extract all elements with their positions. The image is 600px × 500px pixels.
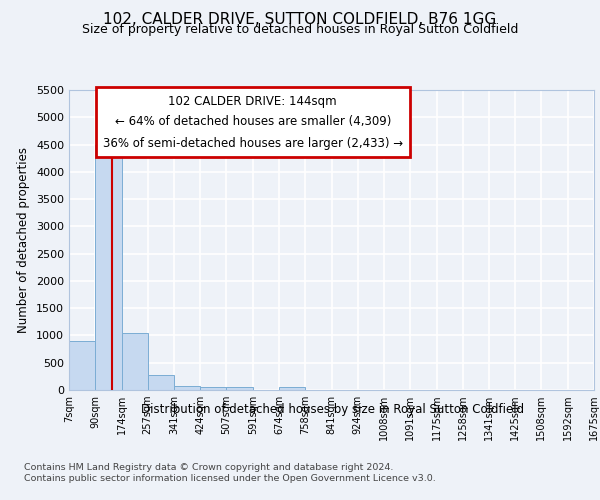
Text: Contains HM Land Registry data © Crown copyright and database right 2024.: Contains HM Land Registry data © Crown c… bbox=[24, 462, 394, 471]
Bar bbox=[226, 388, 253, 390]
Text: Size of property relative to detached houses in Royal Sutton Coldfield: Size of property relative to detached ho… bbox=[82, 22, 518, 36]
Bar bbox=[279, 386, 305, 390]
Text: Contains public sector information licensed under the Open Government Licence v3: Contains public sector information licen… bbox=[24, 474, 436, 483]
Bar bbox=[69, 341, 95, 390]
Bar bbox=[200, 387, 226, 390]
Bar bbox=[148, 374, 174, 390]
Bar bbox=[95, 144, 122, 390]
Bar bbox=[174, 386, 200, 390]
Y-axis label: Number of detached properties: Number of detached properties bbox=[17, 147, 31, 333]
Text: 102, CALDER DRIVE, SUTTON COLDFIELD, B76 1GG: 102, CALDER DRIVE, SUTTON COLDFIELD, B76… bbox=[103, 12, 497, 28]
Bar bbox=[122, 332, 148, 390]
Text: 102 CALDER DRIVE: 144sqm
← 64% of detached houses are smaller (4,309)
36% of sem: 102 CALDER DRIVE: 144sqm ← 64% of detach… bbox=[103, 94, 403, 150]
Text: Distribution of detached houses by size in Royal Sutton Coldfield: Distribution of detached houses by size … bbox=[142, 402, 524, 415]
